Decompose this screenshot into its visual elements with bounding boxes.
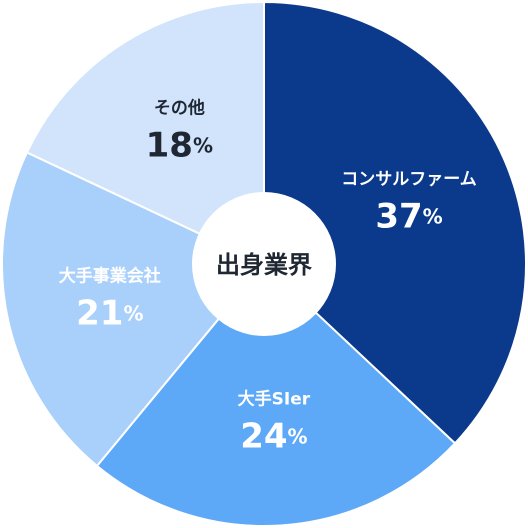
category-label: コンサルファーム (341, 169, 477, 189)
category-label: 大手事業会社 (59, 265, 161, 286)
category-label: その他 (154, 98, 205, 119)
value-label: 37% (375, 196, 442, 236)
slice (263, 0, 527, 445)
slice (95, 262, 457, 527)
center-label: 出身業界 (216, 251, 312, 279)
slice (25, 0, 265, 266)
value-label: 18% (146, 125, 213, 165)
center-hole (192, 192, 336, 336)
category-label: 大手SIer (238, 389, 311, 410)
value-label: 21% (76, 293, 143, 333)
value-label: 24% (240, 416, 307, 456)
slice (1, 151, 266, 468)
